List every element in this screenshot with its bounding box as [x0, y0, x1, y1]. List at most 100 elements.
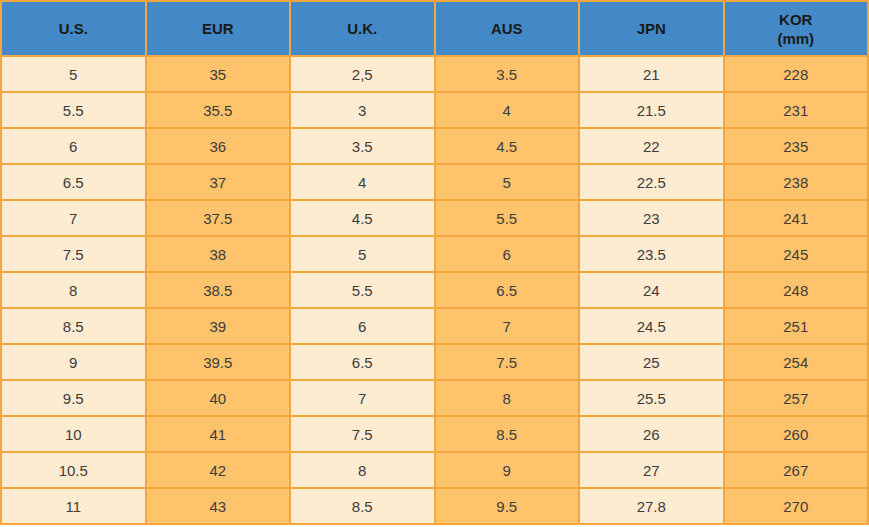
cell-us: 10.5 — [1, 452, 146, 488]
cell-uk: 3 — [290, 92, 435, 128]
cell-uk: 7.5 — [290, 416, 435, 452]
cell-eur: 39.5 — [146, 344, 291, 380]
cell-jpn: 27 — [579, 452, 724, 488]
cell-aus: 7 — [435, 308, 580, 344]
column-header-aus: AUS — [435, 1, 580, 56]
cell-jpn: 24.5 — [579, 308, 724, 344]
cell-us: 8.5 — [1, 308, 146, 344]
table-row: 6363.54.522235 — [1, 128, 868, 164]
cell-uk: 3.5 — [290, 128, 435, 164]
table-row: 9.5407825.5257 — [1, 380, 868, 416]
cell-aus: 9.5 — [435, 488, 580, 524]
column-header-sublabel: (mm) — [725, 29, 868, 48]
cell-us: 6 — [1, 128, 146, 164]
column-header-label: EUR — [202, 20, 234, 37]
cell-aus: 4 — [435, 92, 580, 128]
cell-us: 5.5 — [1, 92, 146, 128]
cell-kor: 257 — [724, 380, 869, 416]
cell-jpn: 25.5 — [579, 380, 724, 416]
cell-kor: 251 — [724, 308, 869, 344]
cell-kor: 241 — [724, 200, 869, 236]
cell-jpn: 23.5 — [579, 236, 724, 272]
column-header-jpn: JPN — [579, 1, 724, 56]
cell-kor: 254 — [724, 344, 869, 380]
cell-uk: 7 — [290, 380, 435, 416]
cell-us: 9 — [1, 344, 146, 380]
cell-us: 7 — [1, 200, 146, 236]
cell-us: 7.5 — [1, 236, 146, 272]
cell-jpn: 24 — [579, 272, 724, 308]
cell-aus: 9 — [435, 452, 580, 488]
table-row: 5352,53.521228 — [1, 56, 868, 92]
cell-jpn: 21 — [579, 56, 724, 92]
header-row: U.S. EUR U.K. AUS JPN KOR(mm) — [1, 1, 868, 56]
cell-aus: 5.5 — [435, 200, 580, 236]
cell-aus: 6 — [435, 236, 580, 272]
column-header-label: U.S. — [59, 20, 88, 37]
cell-us: 8 — [1, 272, 146, 308]
cell-aus: 3.5 — [435, 56, 580, 92]
table-row: 737.54.55.523241 — [1, 200, 868, 236]
cell-uk: 8.5 — [290, 488, 435, 524]
shoe-size-conversion-table: U.S.EURU.K.AUSJPNKOR(mm) 5352,53.5212285… — [0, 0, 869, 525]
table-row: 6.5374522.5238 — [1, 164, 868, 200]
cell-eur: 40 — [146, 380, 291, 416]
cell-uk: 6.5 — [290, 344, 435, 380]
cell-us: 11 — [1, 488, 146, 524]
table-body: 5352,53.5212285.535.53421.52316363.54.52… — [1, 56, 868, 524]
column-header-label: AUS — [491, 20, 523, 37]
cell-kor: 260 — [724, 416, 869, 452]
cell-eur: 37 — [146, 164, 291, 200]
cell-aus: 8.5 — [435, 416, 580, 452]
table-row: 939.56.57.525254 — [1, 344, 868, 380]
cell-eur: 35.5 — [146, 92, 291, 128]
cell-uk: 5.5 — [290, 272, 435, 308]
cell-aus: 8 — [435, 380, 580, 416]
cell-eur: 43 — [146, 488, 291, 524]
cell-aus: 6.5 — [435, 272, 580, 308]
cell-kor: 245 — [724, 236, 869, 272]
cell-kor: 228 — [724, 56, 869, 92]
cell-kor: 270 — [724, 488, 869, 524]
cell-uk: 2,5 — [290, 56, 435, 92]
cell-uk: 4 — [290, 164, 435, 200]
cell-eur: 38.5 — [146, 272, 291, 308]
cell-eur: 39 — [146, 308, 291, 344]
cell-us: 6.5 — [1, 164, 146, 200]
table-row: 11438.59.527.8270 — [1, 488, 868, 524]
cell-us: 5 — [1, 56, 146, 92]
cell-jpn: 22 — [579, 128, 724, 164]
cell-aus: 7.5 — [435, 344, 580, 380]
cell-kor: 238 — [724, 164, 869, 200]
cell-kor: 231 — [724, 92, 869, 128]
cell-eur: 41 — [146, 416, 291, 452]
cell-uk: 6 — [290, 308, 435, 344]
cell-jpn: 21.5 — [579, 92, 724, 128]
cell-kor: 248 — [724, 272, 869, 308]
column-header-label: KOR — [779, 11, 812, 28]
cell-eur: 37.5 — [146, 200, 291, 236]
cell-jpn: 26 — [579, 416, 724, 452]
cell-aus: 4.5 — [435, 128, 580, 164]
cell-kor: 267 — [724, 452, 869, 488]
table-row: 10.5428927267 — [1, 452, 868, 488]
table-row: 838.55.56.524248 — [1, 272, 868, 308]
cell-jpn: 22.5 — [579, 164, 724, 200]
cell-eur: 35 — [146, 56, 291, 92]
column-header-kor: KOR(mm) — [724, 1, 869, 56]
cell-uk: 4.5 — [290, 200, 435, 236]
cell-us: 10 — [1, 416, 146, 452]
cell-uk: 8 — [290, 452, 435, 488]
column-header-label: JPN — [637, 20, 666, 37]
cell-eur: 38 — [146, 236, 291, 272]
cell-us: 9.5 — [1, 380, 146, 416]
column-header-uk: U.K. — [290, 1, 435, 56]
table-row: 10417.58.526260 — [1, 416, 868, 452]
table-row: 5.535.53421.5231 — [1, 92, 868, 128]
cell-jpn: 27.8 — [579, 488, 724, 524]
cell-uk: 5 — [290, 236, 435, 272]
cell-eur: 42 — [146, 452, 291, 488]
column-header-eur: EUR — [146, 1, 291, 56]
table-row: 7.5385623.5245 — [1, 236, 868, 272]
cell-jpn: 23 — [579, 200, 724, 236]
